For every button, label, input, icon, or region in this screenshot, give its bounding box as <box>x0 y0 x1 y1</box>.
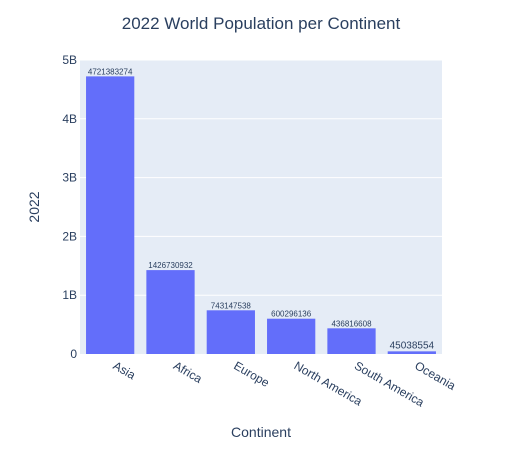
chart-title: 2022 World Population per Continent <box>122 14 401 33</box>
y-tick-label: 2B <box>62 229 77 243</box>
bar <box>206 310 255 354</box>
bar-value-labels: 4721383274 1426730932 743147538 600296136 43… <box>88 67 435 351</box>
x-tick-label: Europe <box>231 358 272 390</box>
y-axis-ticks: 0 1B 2B 3B 4B 5B <box>62 53 77 361</box>
bars <box>86 76 436 354</box>
y-tick-label: 3B <box>62 171 77 185</box>
bar <box>267 318 316 354</box>
bar-value-label: 1426730932 <box>148 261 193 270</box>
y-tick-label: 1B <box>62 288 77 302</box>
plot-area <box>80 60 442 354</box>
bar-value-label: 4721383274 <box>88 67 133 76</box>
bar <box>86 76 135 354</box>
y-axis-title: 2022 <box>26 191 42 222</box>
x-tick-label: Asia <box>111 358 138 382</box>
bar <box>387 351 436 354</box>
gridlines <box>80 59 442 296</box>
bar <box>146 270 195 354</box>
bar-value-label: 600296136 <box>271 310 312 319</box>
bar <box>327 328 376 354</box>
x-tick-label: Africa <box>171 358 205 386</box>
x-tick-label: Oceania <box>412 358 458 393</box>
bar-value-label: 743147538 <box>211 301 252 310</box>
x-axis-title: Continent <box>231 424 291 440</box>
y-tick-label: 0 <box>70 347 77 361</box>
bar-value-label: 45038554 <box>390 340 435 351</box>
y-tick-label: 4B <box>62 112 77 126</box>
bar-value-label: 436816608 <box>331 319 372 328</box>
y-tick-label: 5B <box>62 53 77 67</box>
